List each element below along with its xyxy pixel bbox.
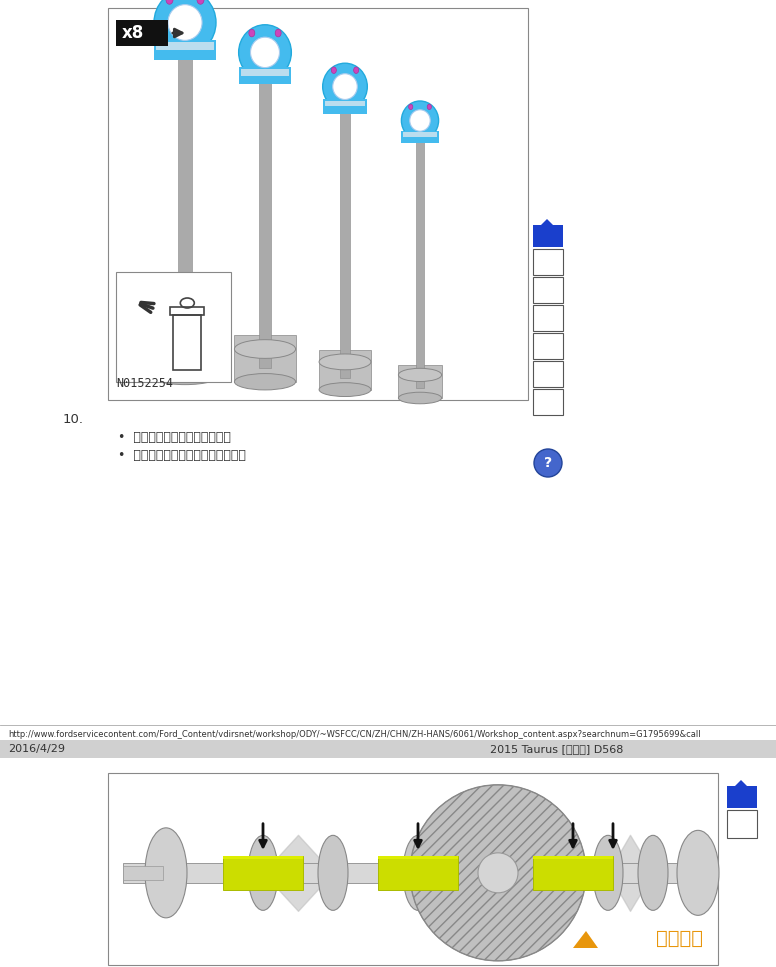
Ellipse shape [333, 73, 357, 100]
Bar [404, 132, 437, 137]
Ellipse shape [638, 835, 668, 910]
Bar [378, 856, 458, 890]
Ellipse shape [677, 831, 719, 916]
Ellipse shape [168, 5, 202, 41]
Bar [234, 335, 296, 382]
Text: N0152254: N0152254 [116, 377, 173, 390]
Bar [239, 68, 291, 84]
Bar [0, 740, 776, 758]
Bar [178, 25, 192, 359]
Bar [149, 320, 221, 375]
Ellipse shape [239, 25, 291, 80]
Bar [378, 856, 458, 859]
Ellipse shape [323, 63, 367, 110]
Bar [727, 786, 757, 808]
Bar [533, 305, 563, 331]
Ellipse shape [354, 67, 359, 73]
Ellipse shape [398, 368, 442, 382]
Bar [156, 42, 214, 50]
Ellipse shape [145, 828, 187, 918]
Bar [416, 122, 424, 388]
Polygon shape [541, 219, 553, 225]
Polygon shape [735, 780, 747, 786]
Ellipse shape [166, 0, 173, 4]
Bar [533, 249, 563, 275]
Ellipse shape [251, 37, 279, 68]
Ellipse shape [234, 373, 296, 390]
Circle shape [534, 449, 562, 477]
Bar [533, 333, 563, 359]
Ellipse shape [448, 835, 478, 910]
Bar [319, 350, 371, 390]
Bar [123, 863, 703, 883]
Text: x8: x8 [122, 24, 144, 42]
Ellipse shape [593, 835, 623, 910]
Ellipse shape [331, 67, 336, 73]
Ellipse shape [249, 29, 255, 37]
Ellipse shape [428, 104, 431, 109]
Ellipse shape [248, 835, 278, 910]
Text: 2016/4/29: 2016/4/29 [8, 744, 65, 754]
Polygon shape [573, 931, 598, 948]
Bar [223, 856, 303, 890]
Ellipse shape [403, 835, 433, 910]
Ellipse shape [410, 110, 430, 132]
Bar [170, 307, 204, 315]
Bar [154, 40, 216, 60]
Bar [401, 131, 438, 143]
Ellipse shape [318, 835, 348, 910]
Bar [533, 389, 563, 415]
Bar [340, 88, 350, 378]
Ellipse shape [197, 0, 204, 4]
Bar [108, 8, 528, 400]
Bar [727, 810, 757, 838]
Bar [0, 0, 776, 740]
Bar [259, 54, 271, 367]
Bar [116, 272, 231, 382]
Bar [533, 277, 563, 303]
Text: 10.: 10. [63, 413, 84, 426]
Bar [398, 365, 442, 398]
Ellipse shape [149, 366, 221, 385]
Circle shape [478, 853, 518, 893]
Text: 2015 Taurus [金牛座] D568: 2015 Taurus [金牛座] D568 [490, 744, 623, 754]
Bar [241, 69, 289, 75]
Ellipse shape [409, 104, 413, 109]
Text: •  记录每个连杆轴颈的最小测量値。: • 记录每个连杆轴颈的最小测量値。 [118, 449, 246, 462]
Ellipse shape [401, 101, 438, 140]
Ellipse shape [319, 354, 371, 369]
Ellipse shape [154, 0, 216, 55]
Bar [533, 856, 613, 890]
Text: http://www.fordservicecontent.com/Ford_Content/vdirsnet/workshop/ODY/~WSFCC/CN/Z: http://www.fordservicecontent.com/Ford_C… [8, 730, 701, 739]
Bar [533, 361, 563, 387]
Bar [123, 865, 163, 880]
Bar [173, 315, 201, 370]
Ellipse shape [398, 393, 442, 404]
Bar [108, 773, 718, 965]
Ellipse shape [319, 383, 371, 396]
Bar [533, 225, 563, 247]
Circle shape [410, 785, 586, 961]
Ellipse shape [275, 29, 281, 37]
Text: 汽修帮手: 汽修帮手 [656, 929, 703, 948]
Bar [0, 758, 776, 967]
Bar [116, 20, 168, 46]
Bar [324, 101, 365, 106]
Bar [323, 100, 367, 113]
Bar [533, 856, 613, 859]
Ellipse shape [149, 326, 221, 347]
Text: •  测量两个方向的长度或距离。: • 测量两个方向的长度或距离。 [118, 431, 231, 444]
Ellipse shape [234, 339, 296, 359]
Bar [223, 856, 303, 859]
Text: ?: ? [544, 456, 552, 470]
